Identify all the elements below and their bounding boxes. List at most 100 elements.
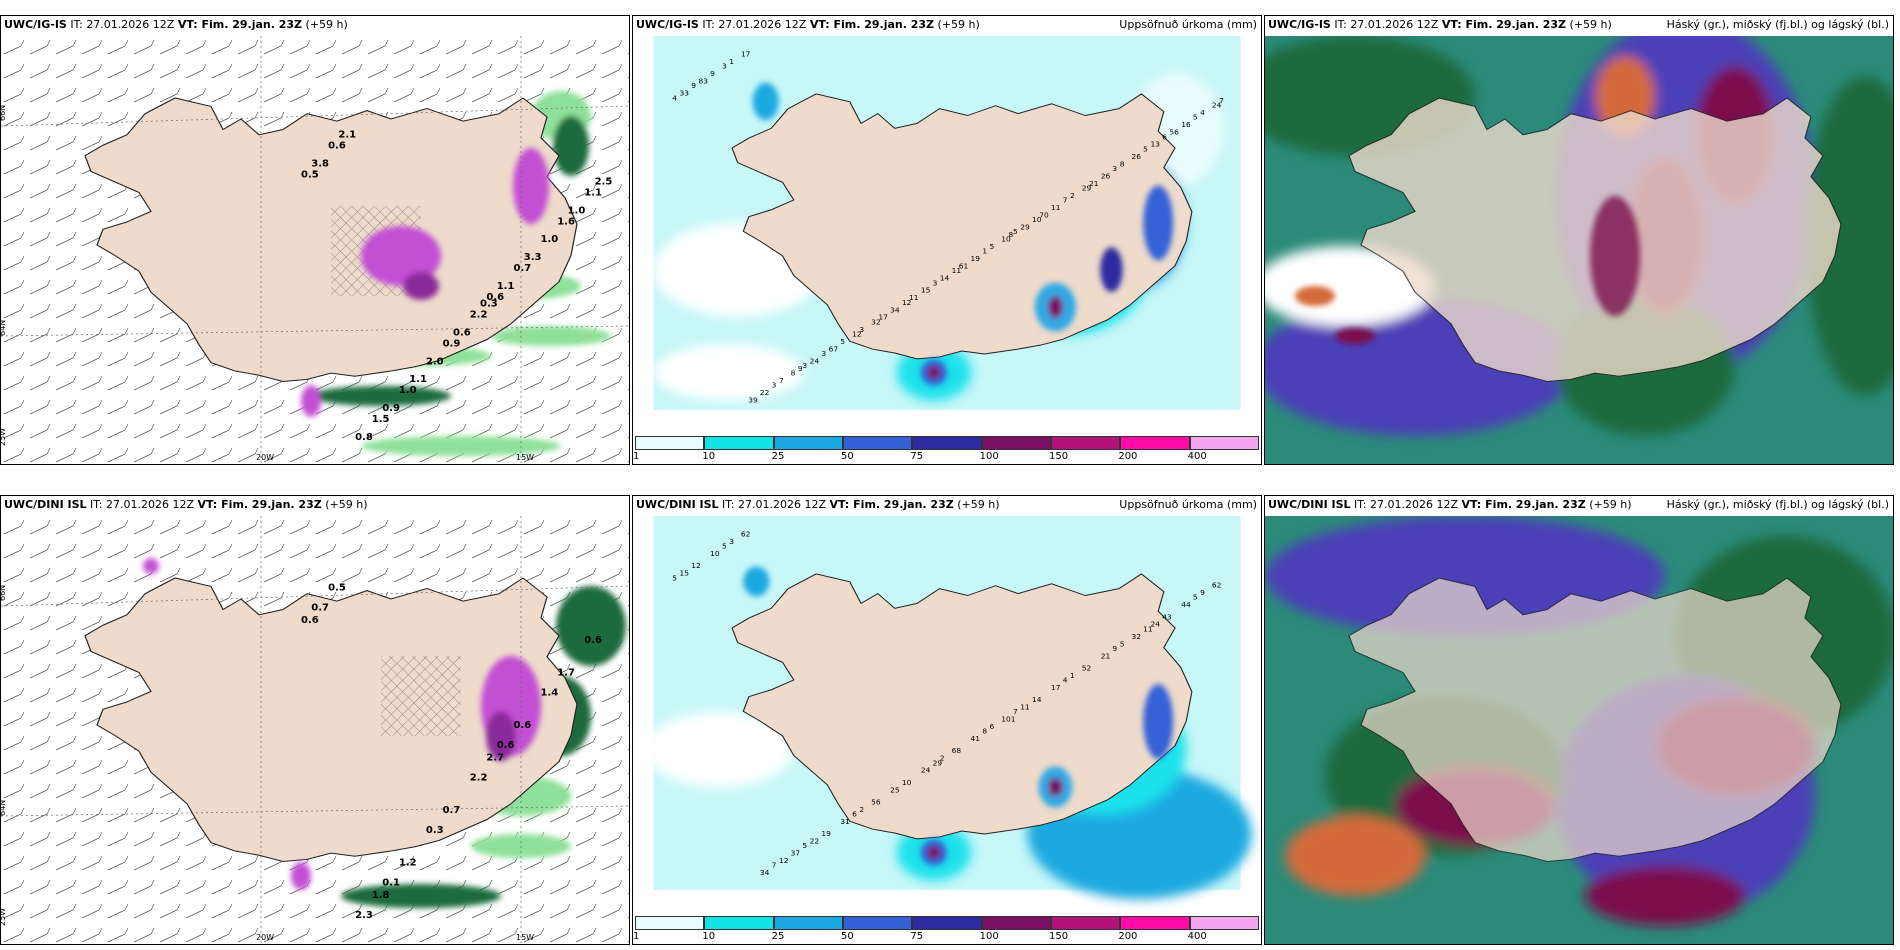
init-time: IT: 27.01.2026 12Z xyxy=(1330,18,1442,31)
precip-total-label: 1 xyxy=(1070,671,1075,680)
precip-total-label: 5 xyxy=(1120,639,1125,648)
precip-total-label: 44 xyxy=(1181,600,1191,609)
lead-time: (+59 h) xyxy=(321,498,368,511)
precip-total-label: 9 xyxy=(691,81,696,90)
colorbar-swatch xyxy=(981,916,1051,930)
precip-total-label: 1 xyxy=(982,247,987,256)
precip-amount-label: 0.6 xyxy=(584,635,602,646)
precip-total-label: 34 xyxy=(760,868,770,877)
precip-total-label: 5 xyxy=(1013,227,1018,236)
precip-title: Uppsöfnuð úrkoma (mm) xyxy=(1119,498,1257,511)
precip-total-label: 9 xyxy=(798,364,803,373)
wind-precip-panel-row1: UWC/IG-IS IT: 27.01.2026 12Z VT: Fim. 29… xyxy=(0,15,630,465)
precip-total-label: 3 xyxy=(772,380,777,389)
precip-total-label: 9 xyxy=(1112,644,1117,653)
precip-amount-label: 0.7 xyxy=(311,602,329,613)
colorbar-swatch xyxy=(1189,436,1259,450)
colorbar-tick: 75 xyxy=(910,451,924,462)
panel-header: UWC/IG-IS IT: 27.01.2026 12Z VT: Fim. 29… xyxy=(1265,16,1893,36)
model-name: UWC/IG-IS xyxy=(4,18,67,31)
precip-total-label: 24 xyxy=(1150,620,1160,629)
valid-time: VT: Fim. 29.jan. 23Z xyxy=(809,18,935,31)
precip-amount-label: 1.1 xyxy=(584,187,602,198)
precip-total-label: 7 xyxy=(772,860,777,869)
precip-amount-label: 0.5 xyxy=(328,582,346,593)
precip-total-label: 5 xyxy=(1193,593,1198,602)
precip-total-label: 32 xyxy=(1131,632,1141,641)
precip-total-label: 56 xyxy=(1169,128,1179,137)
colorbar-tick: 25 xyxy=(771,451,785,462)
precip-total-label: 4 xyxy=(1200,108,1205,117)
precip-total-label: 29 xyxy=(1020,223,1030,232)
precip-amount-label: 0.6 xyxy=(497,740,515,751)
precip-amount-label: 0.6 xyxy=(514,720,532,731)
colorbar-swatch xyxy=(1189,916,1259,930)
precip-amount-label: 1.1 xyxy=(409,374,427,385)
cloud-panel-row1: UWC/IG-IS IT: 27.01.2026 12Z VT: Fim. 29… xyxy=(1264,15,1894,465)
colorbar-swatch xyxy=(1120,916,1190,930)
precip-amount-label: 1.2 xyxy=(399,857,417,868)
precip-amount-label: 0.7 xyxy=(443,805,461,816)
precip-total-label: 56 xyxy=(871,797,881,806)
cloud-map xyxy=(1265,36,1893,464)
precip-amount-label: 1.5 xyxy=(372,414,390,425)
precip-total-label: 11 xyxy=(1020,703,1030,712)
precip-total-label: 83 xyxy=(698,77,708,86)
colorbar-swatch xyxy=(635,436,705,450)
precip-total-label: 15 xyxy=(921,286,931,295)
precip-total-label: 8 xyxy=(982,727,987,736)
lead-time: (+59 h) xyxy=(302,18,348,31)
precip-map: 4535337125133129103611172932241082615911… xyxy=(653,36,1241,410)
precip-total-label: 11 xyxy=(1143,624,1153,633)
precip-total-label: 24 xyxy=(1212,101,1222,110)
precip-total-label: 11 xyxy=(909,293,919,302)
precip-total-label: 9 xyxy=(710,69,715,78)
colorbar-tick: 25 xyxy=(771,931,785,942)
precip-total-label: 3 xyxy=(722,62,727,71)
precip-total-label: 21 xyxy=(1101,651,1111,660)
precip-amount-label: 2.2 xyxy=(470,772,488,783)
precip-total-label: 5 xyxy=(802,841,807,850)
precip-total-label: 17 xyxy=(1051,683,1061,692)
panel-header: UWC/DINI ISL IT: 27.01.2026 12Z VT: Fim.… xyxy=(633,496,1261,516)
model-name: UWC/IG-IS xyxy=(636,18,699,31)
colorbar-tick: 50 xyxy=(841,451,854,462)
colorbar-tick: 100 xyxy=(979,451,999,462)
cloud-title: Háský (gr.), miðský (fj.bl.) og lágský (… xyxy=(1666,498,1889,511)
precip-total-label: 52 xyxy=(1082,663,1092,672)
precip-total-label: 8 xyxy=(1008,230,1013,239)
lead-time: (+59 h) xyxy=(1585,498,1632,511)
colorbar-swatch xyxy=(912,916,982,930)
precip-map: 5751129546587910121419436862525662101373… xyxy=(644,516,1252,900)
colorbar-swatch xyxy=(1120,436,1190,450)
precip-amount-label: 0.6 xyxy=(453,328,471,339)
colorbar-tick: 150 xyxy=(1049,931,1069,942)
precip-total-label: 3 xyxy=(1112,164,1117,173)
precip-total-label: 3 xyxy=(933,278,938,287)
colorbar-tick: 200 xyxy=(1118,931,1138,942)
precip-total-label: 25 xyxy=(890,785,900,794)
precip-total-label: 26 xyxy=(1131,152,1141,161)
colorbar-tick: 150 xyxy=(1049,451,1069,462)
colorbar-swatch xyxy=(704,436,774,450)
precip-amount-label: 2.5 xyxy=(595,176,613,187)
precip-total-label: 5 xyxy=(722,542,727,551)
init-time: IT: 27.01.2026 12Z xyxy=(66,18,178,31)
precip-amount-label: 0.6 xyxy=(301,615,319,626)
precip-total-label: 3 xyxy=(802,361,807,370)
precip-amount-label: 0.6 xyxy=(328,141,346,152)
valid-time: VT: Fim. 29.jan. 23Z xyxy=(1461,498,1586,511)
lat-label: 66N xyxy=(1,105,7,121)
precip-total-label: 19 xyxy=(821,829,831,838)
lat-label: 64N xyxy=(1,320,7,336)
precip-total-label: 62 xyxy=(1212,581,1222,590)
lat-label: 64N xyxy=(1,800,7,816)
lon-label: 20W xyxy=(256,933,274,942)
colorbar-swatch xyxy=(1051,916,1121,930)
precip-colorbar: 1 10 25 50 75 100 150 200 400 xyxy=(633,916,1259,942)
precip-amount-label: 3.8 xyxy=(311,159,329,170)
precip-total-label: 3 xyxy=(729,537,734,546)
init-time: IT: 27.01.2026 12Z xyxy=(86,498,198,511)
colorbar-tick: 100 xyxy=(979,931,999,942)
precip-total-label: 2 xyxy=(859,805,864,814)
